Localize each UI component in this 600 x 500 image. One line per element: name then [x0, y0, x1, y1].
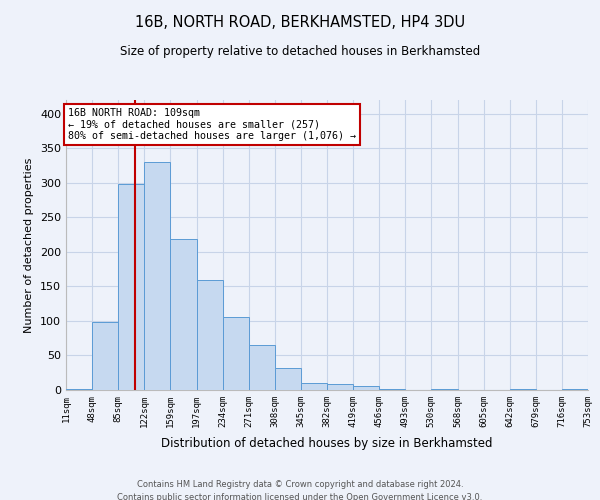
- Bar: [66, 388, 92, 390]
- Bar: [353, 386, 379, 390]
- Text: Contains public sector information licensed under the Open Government Licence v3: Contains public sector information licen…: [118, 492, 482, 500]
- Bar: [510, 388, 536, 390]
- Bar: [118, 184, 144, 390]
- Bar: [562, 388, 588, 390]
- Text: Size of property relative to detached houses in Berkhamsted: Size of property relative to detached ho…: [120, 45, 480, 58]
- Bar: [275, 368, 301, 390]
- Text: 16B, NORTH ROAD, BERKHAMSTED, HP4 3DU: 16B, NORTH ROAD, BERKHAMSTED, HP4 3DU: [135, 15, 465, 30]
- Bar: [431, 388, 458, 390]
- Bar: [170, 239, 197, 390]
- Text: 16B NORTH ROAD: 109sqm
← 19% of detached houses are smaller (257)
80% of semi-de: 16B NORTH ROAD: 109sqm ← 19% of detached…: [68, 108, 356, 142]
- Bar: [197, 280, 223, 390]
- Y-axis label: Number of detached properties: Number of detached properties: [25, 158, 34, 332]
- Bar: [92, 322, 118, 390]
- Bar: [223, 317, 249, 390]
- Text: Contains HM Land Registry data © Crown copyright and database right 2024.: Contains HM Land Registry data © Crown c…: [137, 480, 463, 489]
- Bar: [144, 162, 170, 390]
- Bar: [327, 384, 353, 390]
- Bar: [379, 388, 405, 390]
- Text: Distribution of detached houses by size in Berkhamsted: Distribution of detached houses by size …: [161, 438, 493, 450]
- Bar: [249, 345, 275, 390]
- Bar: [301, 383, 327, 390]
